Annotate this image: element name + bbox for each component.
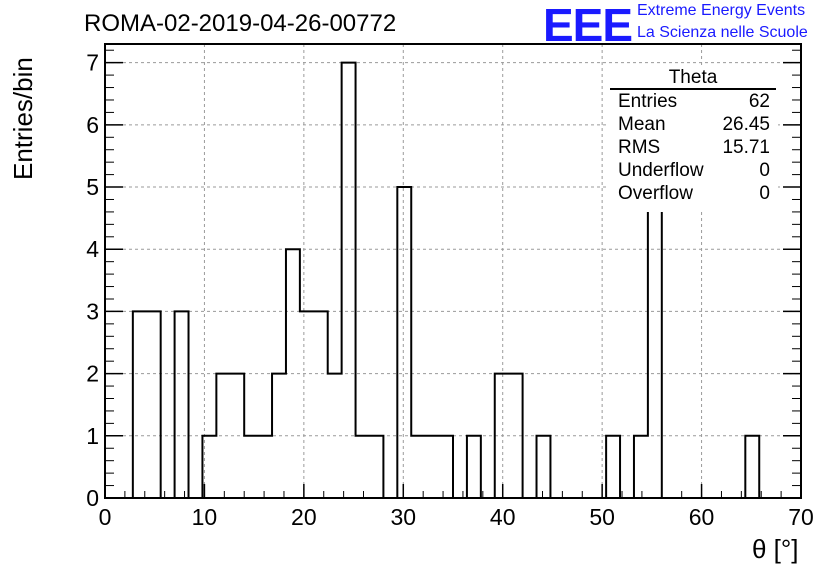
histogram-bin bbox=[397, 187, 411, 498]
histogram-bin bbox=[314, 311, 328, 498]
stats-label: Underflow bbox=[618, 160, 704, 181]
x-tick-label: 70 bbox=[788, 504, 814, 530]
histogram-bin bbox=[425, 436, 439, 498]
histogram-bin bbox=[244, 436, 258, 498]
histogram-bin bbox=[369, 436, 383, 498]
logo-subtitle-line1: Extreme Energy Events bbox=[637, 2, 806, 19]
histogram-bin bbox=[300, 311, 314, 498]
stats-row: RMS 15.71 bbox=[608, 136, 778, 159]
histogram-bin bbox=[133, 311, 147, 498]
histogram-bin bbox=[467, 436, 481, 498]
histogram-bin bbox=[216, 374, 230, 498]
histogram-bin bbox=[147, 311, 161, 498]
stats-value: 15.71 bbox=[722, 137, 770, 158]
histogram-bin bbox=[745, 436, 759, 498]
histogram-bin bbox=[537, 436, 551, 498]
stats-row: Overflow 0 bbox=[608, 182, 778, 205]
x-tick-label: 0 bbox=[99, 504, 112, 530]
stats-value: 26.45 bbox=[722, 114, 770, 135]
stats-row: Entries 62 bbox=[608, 90, 778, 113]
histogram-bin bbox=[439, 436, 453, 498]
stats-row: Mean 26.45 bbox=[608, 113, 778, 136]
y-tick-label: 6 bbox=[86, 112, 99, 138]
x-tick-label: 50 bbox=[589, 504, 615, 530]
plot-frame bbox=[104, 43, 802, 499]
histogram-bin bbox=[411, 436, 425, 498]
stats-value: 0 bbox=[759, 160, 770, 181]
histogram-bin bbox=[342, 63, 356, 498]
y-tick-label: 3 bbox=[86, 298, 99, 324]
y-axis-label: Entries/bin bbox=[8, 57, 38, 180]
x-tick-label: 10 bbox=[192, 504, 218, 530]
chart-title: ROMA-02-2019-04-26-00772 bbox=[84, 10, 397, 37]
histogram-bin bbox=[634, 436, 648, 498]
y-tick-label: 4 bbox=[86, 236, 99, 262]
stats-label: Overflow bbox=[618, 183, 693, 204]
y-tick-label: 5 bbox=[86, 174, 99, 200]
x-tick-label: 20 bbox=[291, 504, 317, 530]
y-tick-label: 1 bbox=[86, 423, 99, 449]
histogram-bin bbox=[258, 436, 272, 498]
stats-value: 62 bbox=[748, 91, 770, 112]
stats-value: 0 bbox=[759, 183, 770, 204]
x-tick-label: 60 bbox=[689, 504, 715, 530]
stats-label: Mean bbox=[618, 114, 666, 135]
histogram-bin bbox=[175, 311, 189, 498]
stats-title: Theta bbox=[610, 66, 776, 90]
y-tick-label: 2 bbox=[86, 361, 99, 387]
logo-subtitle-line2: La Scienza nelle Scuole bbox=[637, 24, 808, 41]
histogram-bin bbox=[606, 436, 620, 498]
grid bbox=[105, 44, 801, 498]
stats-row: Underflow 0 bbox=[608, 159, 778, 182]
y-tick-label: 0 bbox=[86, 485, 99, 511]
stats-box: Theta Entries 62 Mean 26.45 RMS 15.71 Un… bbox=[608, 66, 778, 212]
y-tick-label: 7 bbox=[86, 50, 99, 76]
x-tick-label: 30 bbox=[390, 504, 416, 530]
eee-logo: EEE bbox=[543, 0, 633, 51]
stats-label: Entries bbox=[618, 91, 678, 112]
axis-ticks bbox=[104, 49, 802, 499]
axis-tick-labels: 0 10 20 30 40 50 60 70 0 1 2 3 4 5 6 7 bbox=[86, 50, 814, 530]
x-tick-label: 40 bbox=[490, 504, 516, 530]
x-axis-label: θ [°] bbox=[752, 534, 799, 564]
histogram-bin bbox=[356, 436, 370, 498]
stats-label: RMS bbox=[618, 137, 661, 158]
